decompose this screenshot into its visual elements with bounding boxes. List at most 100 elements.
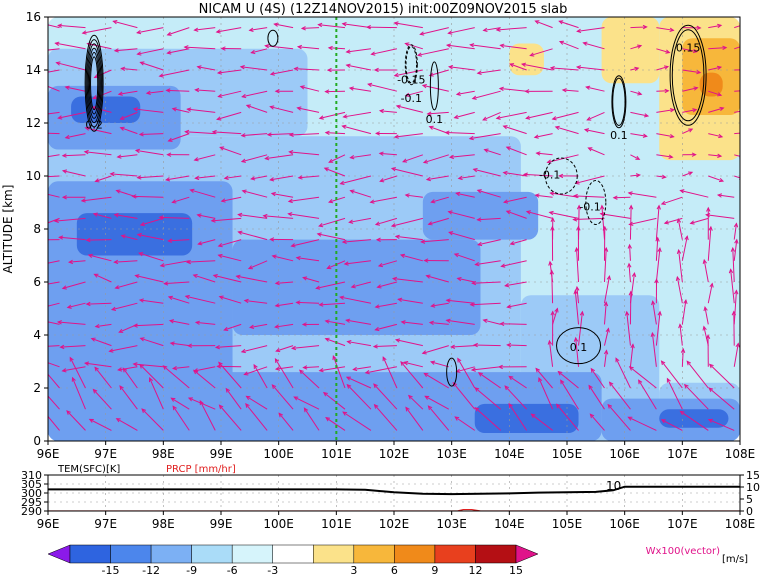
wind-vector-head <box>193 27 199 32</box>
wind-vector-head <box>525 115 531 120</box>
wind-vector <box>449 66 475 71</box>
wind-vector-head <box>37 131 41 134</box>
wind-vector-head <box>339 180 345 186</box>
wind-vector-head <box>184 294 190 300</box>
wind-vector-head <box>421 83 427 89</box>
wind-vector-head <box>405 406 410 412</box>
contour-line <box>544 157 578 195</box>
wind-vector <box>342 23 372 29</box>
wind-vector-head <box>237 212 243 218</box>
wind-vector-head <box>166 152 172 157</box>
wind-vector-head <box>211 129 217 135</box>
wind-vector-head <box>394 338 401 343</box>
wind-vector <box>730 269 735 304</box>
wind-vector <box>265 45 294 50</box>
wind-vectors <box>37 20 749 431</box>
wind-vector-head <box>243 371 249 376</box>
wind-vector <box>651 332 657 367</box>
wind-vector <box>509 63 527 71</box>
wind-vector <box>535 194 553 198</box>
wind-vector-head <box>560 379 565 385</box>
wind-vector-head <box>166 31 172 36</box>
wind-vector <box>482 111 501 121</box>
wind-vector <box>48 85 60 92</box>
wind-vector <box>242 190 268 198</box>
wind-vector-head <box>608 381 614 387</box>
wind-vector-head <box>300 26 306 31</box>
wind-vector-head <box>663 220 669 225</box>
wind-vector <box>535 20 553 29</box>
wind-vector <box>121 67 138 71</box>
wind-vector-head <box>64 85 70 90</box>
wind-vector <box>294 68 320 71</box>
wind-vector-head <box>692 108 698 113</box>
wind-vector-head <box>120 234 126 239</box>
wind-vector-head <box>583 128 590 133</box>
wind-vector-head <box>427 405 433 411</box>
wind-vector-head <box>558 173 564 179</box>
wind-vector <box>576 248 580 283</box>
wind-vector <box>375 323 398 331</box>
wind-vector <box>656 66 669 71</box>
wind-vector <box>173 366 190 370</box>
wind-vector <box>708 387 735 410</box>
wind-vector-head <box>194 87 200 93</box>
wind-vector-head <box>476 217 482 222</box>
wind-vector <box>166 175 190 181</box>
wind-vector <box>159 216 190 219</box>
wind-vector <box>185 295 216 304</box>
wind-vector <box>246 104 268 113</box>
wind-vector <box>60 345 86 348</box>
wind-vector-head <box>172 405 177 411</box>
wind-vector <box>682 171 693 177</box>
wind-vector-head <box>745 109 749 112</box>
wind-vector-head <box>586 116 592 121</box>
wind-vector <box>472 90 501 100</box>
wind-vector-head <box>395 104 401 109</box>
wind-vector-head <box>241 189 247 194</box>
wind-vector <box>48 217 60 224</box>
wind-vector-head <box>348 219 354 224</box>
wind-vector <box>346 376 372 389</box>
wind-vector-head <box>220 198 226 203</box>
wind-vector-head <box>603 349 609 355</box>
wind-vector <box>734 46 740 50</box>
wind-vector-head <box>212 274 218 279</box>
wind-vector <box>301 27 320 29</box>
wind-vector-head <box>500 263 506 268</box>
wind-vector-head <box>375 237 381 242</box>
wind-vector-head <box>679 189 685 194</box>
wind-vector-head <box>139 337 145 342</box>
wind-vector-head <box>660 200 666 206</box>
wind-vector <box>270 69 294 75</box>
wind-vector-head <box>423 372 429 378</box>
wind-vector-head <box>295 300 301 305</box>
wind-vector <box>682 69 701 74</box>
wind-vector <box>66 410 86 431</box>
wind-vector-head <box>302 276 308 281</box>
wind-vector-head <box>607 403 613 409</box>
wind-vector <box>682 128 693 135</box>
wind-vector <box>225 388 242 410</box>
wind-vector-head <box>290 345 297 351</box>
wind-vector-head <box>288 149 294 155</box>
wind-vector-head <box>134 274 140 279</box>
wind-vector-head <box>447 64 454 70</box>
surface-right-tick-label: 15 <box>746 469 760 482</box>
wind-vector <box>603 248 607 283</box>
wind-vector-head <box>504 385 510 391</box>
surface-x-tick-label: 100E <box>263 517 294 531</box>
wind-vector-head <box>374 326 380 332</box>
colorbar-unit: [m/s] <box>722 554 748 565</box>
wind-vector <box>245 403 268 431</box>
wind-vector <box>707 226 712 261</box>
wind-vector <box>172 196 190 203</box>
wind-vector <box>48 111 60 115</box>
wind-vector <box>48 415 60 431</box>
contour-label: -0.15 <box>397 73 425 86</box>
wind-vector <box>679 324 683 346</box>
u-region-strong_neg <box>659 409 729 428</box>
colorbar-swatch <box>394 544 436 564</box>
wind-vector-head <box>324 337 330 342</box>
wind-vector <box>349 87 372 92</box>
